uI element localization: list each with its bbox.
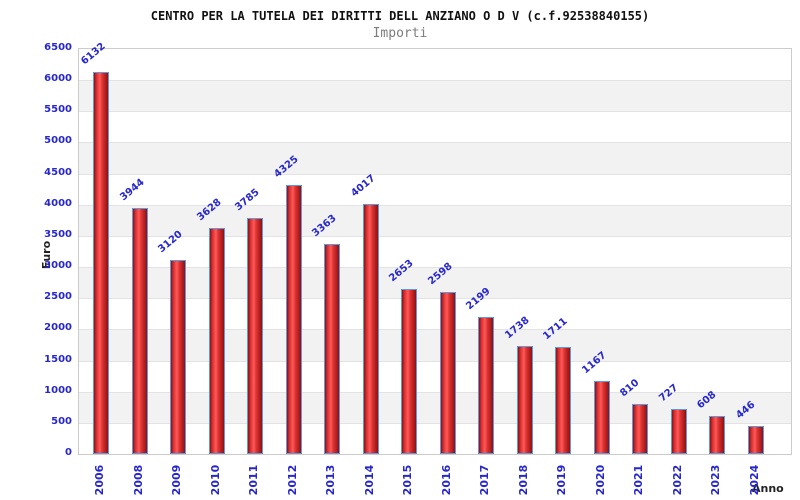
bar bbox=[516, 345, 533, 454]
x-tick-label: 2016 bbox=[439, 464, 453, 496]
y-tick-label: 4000 bbox=[44, 197, 72, 209]
x-tick-label: 2014 bbox=[362, 464, 376, 496]
grid-band bbox=[79, 80, 791, 112]
x-tick-label: 2019 bbox=[555, 464, 568, 496]
x-tick-label: 2018 bbox=[516, 464, 530, 496]
bar-value-label: 3944 bbox=[117, 177, 147, 204]
x-axis-label: Anno bbox=[752, 482, 784, 495]
grid-band bbox=[79, 329, 791, 361]
gridline bbox=[79, 329, 791, 331]
y-tick-label: 5000 bbox=[44, 135, 72, 147]
chart-subtitle: Importi bbox=[372, 26, 428, 41]
y-tick-label: 5500 bbox=[44, 104, 72, 116]
bar bbox=[401, 288, 417, 454]
y-tick-label: 6000 bbox=[44, 73, 72, 85]
bar bbox=[285, 184, 302, 454]
x-tick-label: 2023 bbox=[709, 464, 722, 496]
gridline bbox=[79, 298, 791, 300]
x-tick-label: 2010 bbox=[208, 464, 222, 496]
gridline bbox=[79, 173, 791, 175]
gridline bbox=[79, 142, 791, 144]
grid-band bbox=[79, 142, 791, 174]
bar-value-label: 6132 bbox=[79, 40, 108, 68]
gridline bbox=[79, 235, 791, 237]
bar bbox=[670, 408, 687, 454]
bar bbox=[362, 203, 379, 454]
y-tick-label: 3500 bbox=[44, 228, 72, 240]
bar bbox=[632, 403, 648, 454]
bar bbox=[593, 381, 610, 454]
x-tick-label: 2015 bbox=[401, 464, 414, 496]
bar bbox=[247, 218, 263, 454]
bar bbox=[170, 259, 186, 454]
bar bbox=[131, 208, 148, 454]
x-tick-label: 2022 bbox=[670, 464, 684, 496]
x-tick-label: 2009 bbox=[170, 464, 183, 496]
x-tick-label: 2021 bbox=[632, 464, 645, 496]
gridline bbox=[79, 360, 791, 362]
y-tick-label: 2000 bbox=[44, 322, 72, 334]
bar bbox=[747, 426, 764, 454]
bar bbox=[208, 227, 225, 454]
y-tick-label: 3000 bbox=[44, 260, 72, 272]
y-tick-label: 4500 bbox=[44, 166, 72, 178]
chart-title: CENTRO PER LA TUTELA DEI DIRITTI DELL AN… bbox=[150, 9, 650, 23]
x-tick-label: 2024 bbox=[747, 464, 761, 496]
x-tick-label: 2012 bbox=[285, 464, 299, 496]
x-tick-label: 2011 bbox=[247, 464, 260, 496]
bar-value-label: 4017 bbox=[348, 172, 378, 199]
gridline bbox=[79, 204, 791, 206]
y-tick-label: 0 bbox=[65, 447, 72, 458]
x-tick-label: 2006 bbox=[93, 464, 106, 496]
grid-band bbox=[79, 204, 791, 236]
gridline bbox=[79, 80, 791, 82]
bar bbox=[478, 316, 494, 454]
x-tick-label: 2017 bbox=[478, 464, 491, 496]
y-tick-label: 500 bbox=[51, 415, 72, 427]
bar bbox=[93, 71, 109, 454]
bar bbox=[555, 347, 571, 454]
x-tick-label: 2013 bbox=[324, 464, 337, 496]
grid-band bbox=[79, 267, 791, 299]
bar bbox=[709, 416, 725, 454]
y-tick-label: 1000 bbox=[44, 384, 72, 396]
gridline bbox=[79, 111, 791, 113]
x-tick-label: 2020 bbox=[593, 464, 607, 496]
plot-area: 6132 3944 3120 3628 3785 4325 3363 4017 2653 2598… bbox=[78, 41, 792, 455]
y-tick-label: 2500 bbox=[44, 291, 72, 303]
y-tick-label: 6500 bbox=[44, 42, 72, 53]
y-tick-label: 1500 bbox=[44, 353, 72, 365]
gridline bbox=[79, 267, 791, 269]
bar bbox=[439, 292, 456, 454]
gridline bbox=[79, 422, 791, 424]
gridline bbox=[79, 391, 791, 393]
bar bbox=[324, 244, 340, 454]
x-tick-label: 2008 bbox=[131, 464, 145, 496]
